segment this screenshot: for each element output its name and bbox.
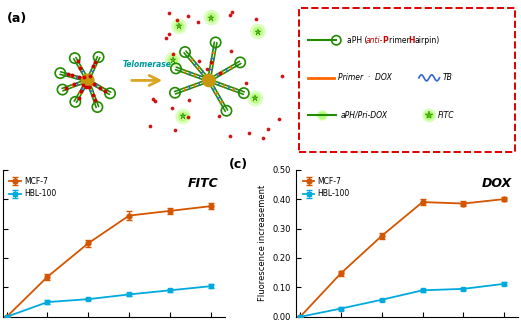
- Legend: MCF-7, HBL-100: MCF-7, HBL-100: [6, 173, 59, 202]
- Text: P: P: [383, 36, 389, 45]
- Text: aPH/Pri-DOX: aPH/Pri-DOX: [340, 111, 388, 120]
- Circle shape: [81, 74, 94, 87]
- Circle shape: [423, 109, 436, 122]
- Text: H: H: [408, 36, 415, 45]
- Circle shape: [425, 111, 433, 120]
- Circle shape: [179, 112, 188, 121]
- Circle shape: [207, 13, 216, 22]
- Legend: MCF-7, HBL-100: MCF-7, HBL-100: [300, 173, 353, 202]
- Text: aPH (: aPH (: [346, 36, 367, 45]
- Circle shape: [203, 74, 215, 87]
- Text: TB: TB: [443, 73, 453, 82]
- Text: FITC: FITC: [188, 177, 218, 190]
- Circle shape: [172, 19, 186, 34]
- Circle shape: [166, 52, 180, 67]
- Text: anti-: anti-: [366, 36, 383, 45]
- Text: Telomerase: Telomerase: [122, 60, 171, 69]
- Circle shape: [319, 112, 326, 118]
- FancyBboxPatch shape: [299, 8, 515, 153]
- Text: Primer  ·  DOX: Primer · DOX: [338, 73, 392, 82]
- Circle shape: [251, 24, 265, 39]
- Text: rimer: rimer: [389, 36, 412, 45]
- Text: (a): (a): [7, 12, 27, 26]
- Circle shape: [251, 94, 260, 103]
- Circle shape: [175, 22, 183, 31]
- Y-axis label: Fluorescence increasement: Fluorescence increasement: [258, 185, 267, 301]
- Circle shape: [176, 109, 190, 124]
- Circle shape: [168, 55, 178, 64]
- Text: DOX: DOX: [481, 177, 512, 190]
- Text: FITC: FITC: [438, 111, 454, 120]
- Text: airpin): airpin): [414, 36, 439, 45]
- Text: (c): (c): [229, 158, 249, 171]
- Circle shape: [248, 91, 263, 106]
- Circle shape: [253, 27, 263, 36]
- Circle shape: [318, 111, 327, 120]
- Circle shape: [204, 11, 219, 25]
